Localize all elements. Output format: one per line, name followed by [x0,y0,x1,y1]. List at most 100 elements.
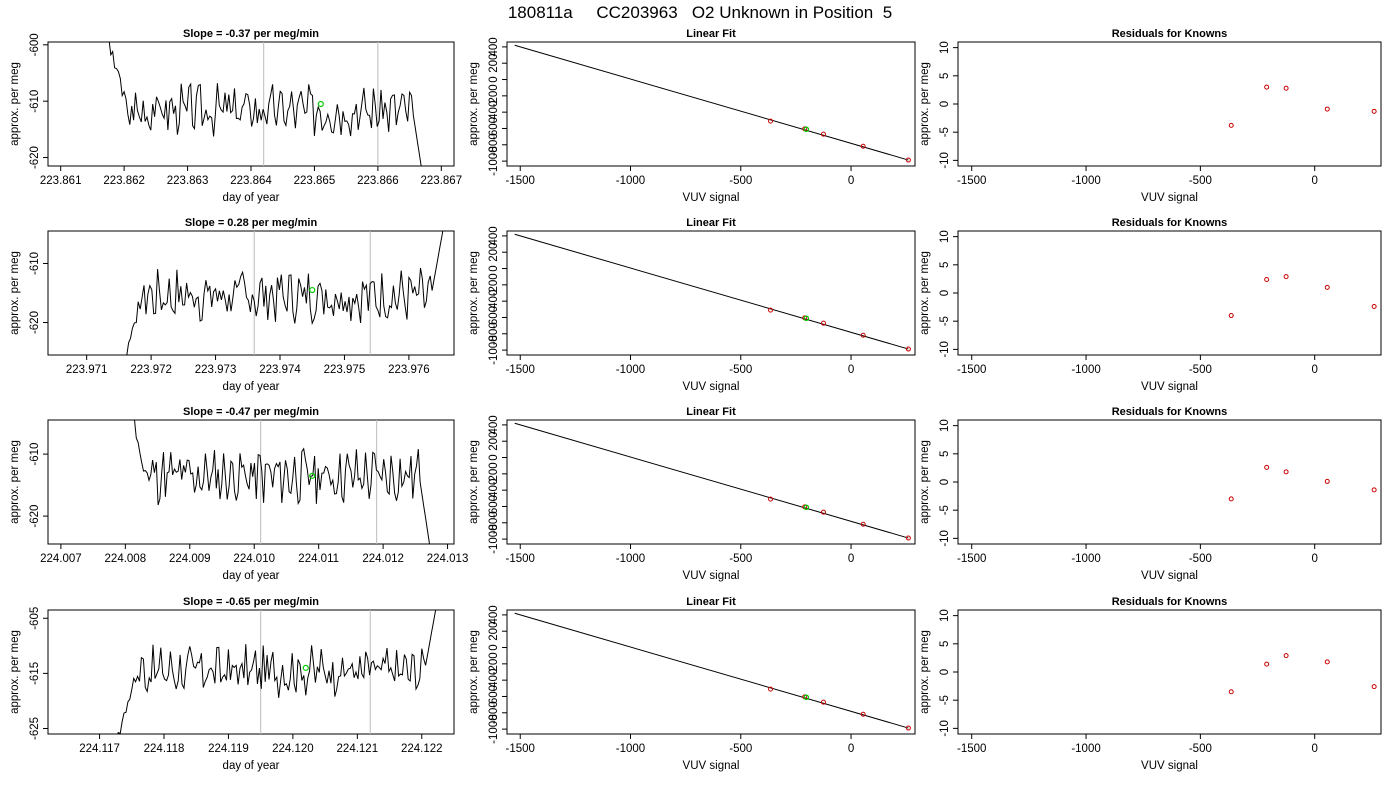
plot-frame [957,41,1382,167]
fit-line [514,422,909,539]
y-tick-label: 0 [488,644,500,650]
known-point [860,521,866,527]
x-axis-label: VUV signal [1141,570,1198,582]
fit-line [514,612,909,729]
plot-frame [957,230,1382,356]
y-tick-label: -600 [29,33,41,56]
panel-residuals-row-1: Residuals for Knowns -1500 -1000 -500 0 VUV s… [919,28,1382,204]
known-point [820,699,826,705]
data-series-line [126,231,444,355]
data-series-line [117,610,437,734]
residual-point [1283,274,1289,280]
x-tick-label: 223.976 [388,364,430,376]
residual-point [1324,284,1330,290]
y-axis-label: approx. per meg [9,440,21,524]
x-tick-label: -1000 [616,364,645,376]
x-axis-label: day of year [223,192,280,204]
data-series-line [108,42,422,166]
unknown-point [803,504,810,511]
plot-frame [506,609,916,735]
y-tick-label: -200 [488,84,500,107]
x-tick-label: 224.010 [233,553,275,565]
y-tick-label: -600 [488,117,500,140]
x-axis-label: VUV signal [1141,192,1198,204]
plot-area [1228,464,1377,502]
residual-point [1324,106,1330,112]
y-tick-label: -620 [29,505,41,528]
panel-linear-fit-row-4: Linear Fit -1500 -1000 -500 0 VUV signal -1000… [468,596,916,772]
residual-point [1228,313,1234,319]
panel-linear-fit-row-3: Linear Fit -1500 -1000 -500 0 VUV signal -1000… [468,406,916,582]
y-tick-label: 0 [488,454,500,460]
x-tick-label: 224.009 [169,553,211,565]
y-tick-label: 400 [488,37,500,56]
y-tick-label: 10 [939,41,951,54]
x-tick-label: -1500 [506,364,535,376]
x-tick-label: 223.974 [259,364,301,376]
x-tick-label: 223.865 [294,175,336,187]
y-tick-label: -5 [939,505,951,515]
plot-area [514,422,911,541]
y-tick-label: 200 [488,243,500,262]
y-tick-label: -615 [29,662,41,685]
known-point [905,346,911,352]
known-point [768,307,774,313]
panel-title: Residuals for Knowns [1112,217,1228,229]
y-tick-label: -605 [29,607,41,630]
residual-point [1264,464,1270,470]
x-tick-label: 224.117 [79,743,120,755]
x-tick-label: 0 [848,364,854,376]
x-axis-label: day of year [223,381,280,393]
x-tick-label: 223.971 [66,364,108,376]
y-tick-label: -620 [29,146,41,169]
highlight-point [309,472,316,479]
x-tick-label: 223.867 [421,175,463,187]
panel-residuals-row-3: Residuals for Knowns -1500 -1000 -500 0 VUV s… [919,406,1382,582]
fit-line [514,233,909,350]
y-tick-label: -610 [29,90,41,113]
highlight-point [317,100,324,108]
y-tick-label: 0 [488,76,500,82]
x-axis-label: VUV signal [683,570,740,582]
x-tick-label: -1000 [616,743,645,755]
plot-area [117,610,437,734]
known-point [905,535,911,541]
y-tick-label: -5 [939,695,951,705]
panel-linear-fit-row-2: Linear Fit -1500 -1000 -500 0 VUV signal -1000… [468,217,916,393]
plot-area [1228,274,1377,319]
x-tick-label: -500 [1189,175,1212,187]
plot-frame [957,609,1382,735]
x-tick-label: 224.121 [337,743,379,755]
known-point [820,131,826,137]
residual-point [1371,108,1377,114]
panel-time-series-row-1: Slope = -0.37 per meg/min 223.861 223.862 2… [9,28,463,204]
residual-point [1324,478,1330,484]
x-tick-label: 0 [1311,553,1317,565]
panel-linear-fit-row-1: Linear Fit -1500 -1000 -500 0 VUV signal -1000… [468,28,916,204]
known-point [820,320,826,326]
y-tick-label: -800 [488,322,500,345]
residual-point [1371,304,1377,310]
x-axis-label: day of year [223,760,280,772]
x-tick-label: 224.118 [144,743,185,755]
y-tick-label: -400 [488,669,500,692]
y-tick-label: -10 [939,530,951,547]
y-tick-label: -400 [488,101,500,124]
panel-time-series-row-4: Slope = -0.65 per meg/min 224.117 224.118 2… [9,596,455,772]
panel-title: Slope = 0.28 per meg/min [185,217,318,229]
y-axis-label: approx. per meg [468,62,480,146]
plot-frame [957,419,1382,545]
x-tick-label: -1000 [1071,743,1100,755]
data-series-line [134,420,431,544]
plot-frame [47,609,455,735]
y-tick-label: -10 [939,341,951,358]
y-tick-label: 200 [488,432,500,451]
residual-point [1228,496,1234,502]
panel-title: Slope = -0.37 per meg/min [183,28,319,40]
x-tick-label: -1500 [506,553,535,565]
y-axis-label: approx. per meg [919,251,931,335]
residual-point [1371,487,1377,493]
y-tick-label: 5 [939,262,951,268]
residual-point [1324,659,1330,665]
